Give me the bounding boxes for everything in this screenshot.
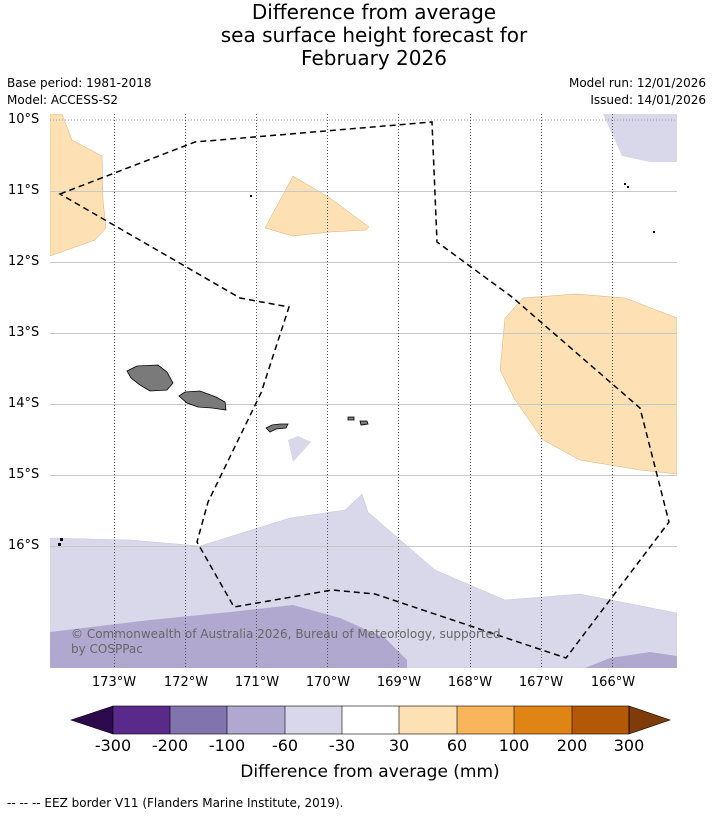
colorbar-tick-label: 60 — [446, 736, 468, 755]
model-run-date: Model run: 12/01/2026 — [568, 76, 706, 90]
colorbar-swatch-3 — [227, 706, 285, 734]
colorbar-tick-label: -30 — [328, 736, 356, 755]
colorbar-swatch-4 — [285, 706, 342, 734]
tau-island — [359, 420, 369, 426]
anomaly-area-tan-east — [499, 293, 677, 475]
lon-label-170w: 170°W — [305, 675, 351, 690]
lat-label-11s: 11°S — [8, 183, 40, 198]
lon-label-168w: 168°W — [447, 675, 493, 690]
colorbar-tick-label: -200 — [151, 736, 189, 755]
small-atolls — [58, 183, 655, 546]
anomaly-area-medium-purple — [50, 605, 407, 668]
anomaly-area-medium-purple-east — [585, 652, 677, 668]
upolu-island — [178, 390, 227, 411]
lon-label-167w: 167°W — [518, 675, 564, 690]
colorbar-tick-label: -300 — [94, 736, 132, 755]
title-line-1: Difference from average — [251, 0, 497, 24]
lon-label-166w: 166°W — [590, 675, 636, 690]
colorbar-tick-label: -60 — [271, 736, 299, 755]
copyright-line-2: by COSPPac — [71, 642, 143, 656]
colorbar-swatch-8 — [514, 706, 572, 734]
colorbar-tick-label: 300 — [613, 736, 645, 755]
colorbar-tick-label: -100 — [208, 736, 246, 755]
colorbar-swatch-7 — [457, 706, 514, 734]
anomaly-area-small-purple — [288, 436, 311, 462]
tutuila-island — [265, 423, 289, 433]
base-period: Base period: 1981-2018 — [7, 76, 152, 90]
eez-legend-note: -- -- -- EEZ border V11 (Flanders Marine… — [7, 796, 344, 810]
colorbar-swatch-5 — [342, 706, 399, 734]
colorbar-title: Difference from average (mm) — [240, 762, 500, 782]
colorbar-swatch-9 — [572, 706, 629, 734]
title-line-3: February 2026 — [301, 46, 447, 70]
copyright-line-1: © Commonwealth of Australia 2026, Bureau… — [71, 627, 501, 641]
lat-label-13s: 13°S — [8, 325, 40, 340]
colorbar-swatch-1 — [113, 706, 170, 734]
colorbar — [70, 705, 671, 735]
anomaly-area-tan-west — [50, 114, 107, 257]
lon-label-173w: 173°W — [91, 675, 137, 690]
samoa-islands — [126, 364, 369, 433]
savaii-island — [126, 364, 174, 392]
colorbar-extend-high — [628, 705, 671, 735]
colorbar-swatch-6 — [399, 706, 457, 734]
ofu-island — [347, 416, 355, 421]
lat-label-14s: 14°S — [8, 396, 40, 411]
longitude-gridlines — [114, 114, 613, 668]
title-line-2: sea surface height forecast for — [220, 23, 528, 47]
colorbar-tick-label: 200 — [556, 736, 588, 755]
anomaly-area-ne-purple — [603, 114, 677, 162]
lon-label-171w: 171°W — [234, 675, 280, 690]
lat-label-12s: 12°S — [8, 254, 40, 269]
lon-label-172w: 172°W — [163, 675, 209, 690]
issued-date: Issued: 14/01/2026 — [590, 93, 706, 107]
eez-border — [58, 121, 670, 659]
lat-label-16s: 16°S — [8, 538, 40, 553]
colorbar-extend-low — [70, 705, 114, 735]
lon-label-169w: 169°W — [376, 675, 422, 690]
colorbar-tick-label: 30 — [388, 736, 410, 755]
latitude-gridlines — [50, 119, 677, 547]
colorbar-swatch-2 — [170, 706, 227, 734]
colorbar-tick-label: 100 — [498, 736, 530, 755]
lat-label-15s: 15°S — [8, 467, 40, 482]
model-name: Model: ACCESS-S2 — [7, 93, 119, 107]
lat-label-10s: 10°S — [8, 112, 40, 127]
